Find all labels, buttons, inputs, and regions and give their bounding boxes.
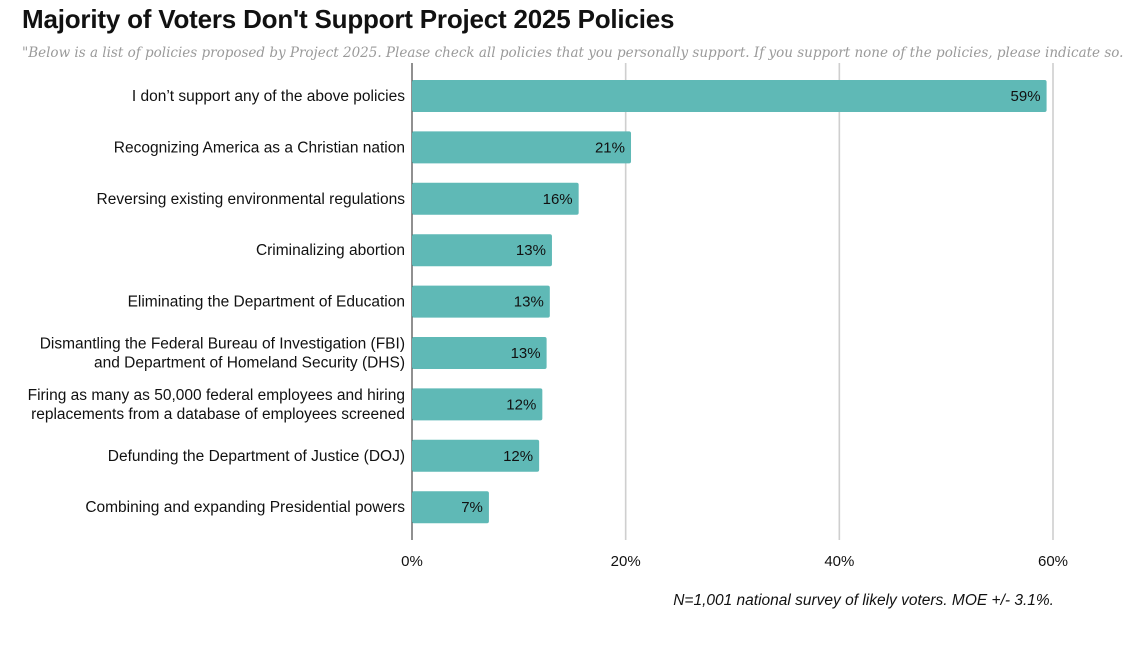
x-tick-label: 40% xyxy=(824,553,854,570)
chart-subtitle: "Below is a list of policies proposed by… xyxy=(22,45,1124,61)
bar-value-label: 13% xyxy=(516,242,546,259)
category-label: Criminalizing abortion xyxy=(256,242,405,259)
bar xyxy=(412,131,632,164)
bar xyxy=(412,234,552,267)
x-tick-label: 0% xyxy=(401,553,423,570)
bars xyxy=(412,80,1047,524)
category-labels: I don’t support any of the above policie… xyxy=(28,88,406,516)
category-label: Dismantling the Federal Bureau of Invest… xyxy=(40,336,405,353)
category-label: Firing as many as 50,000 federal employe… xyxy=(28,387,405,404)
value-labels: 59% 21% 16% 13% 13% 13% 12% 12% 7% xyxy=(461,88,1040,516)
bar-value-label: 13% xyxy=(511,345,541,362)
category-label: I don’t support any of the above policie… xyxy=(132,88,405,105)
category-label: and Department of Homeland Security (DHS… xyxy=(94,355,405,372)
x-axis-ticks: 0% 20% 40% 60% xyxy=(401,553,1068,570)
category-label: Eliminating the Department of Education xyxy=(128,294,405,311)
bar-value-label: 12% xyxy=(503,448,533,465)
category-label: Recognizing America as a Christian natio… xyxy=(114,139,405,156)
x-tick-label: 60% xyxy=(1038,553,1068,570)
bar xyxy=(412,80,1047,112)
bar-value-label: 7% xyxy=(461,499,483,516)
bar xyxy=(412,182,579,215)
bar xyxy=(412,337,547,369)
bar-value-label: 12% xyxy=(506,396,536,413)
category-label: Combining and expanding Presidential pow… xyxy=(85,499,405,516)
bar xyxy=(412,439,540,472)
bar-value-label: 59% xyxy=(1011,88,1041,105)
bar-value-label: 21% xyxy=(595,139,625,156)
survey-note: N=1,001 national survey of likely voters… xyxy=(673,592,1054,609)
category-label: Defunding the Department of Justice (DOJ… xyxy=(108,448,405,465)
x-tick-label: 20% xyxy=(611,553,641,570)
bar xyxy=(412,285,550,318)
chart-title: Majority of Voters Don't Support Project… xyxy=(22,4,675,34)
bar-value-label: 13% xyxy=(514,294,544,311)
bar xyxy=(412,388,543,421)
bar xyxy=(412,491,489,524)
bar-value-label: 16% xyxy=(543,191,573,208)
category-label: replacements from a database of employee… xyxy=(31,406,405,423)
category-label: Reversing existing environmental regulat… xyxy=(97,191,406,208)
